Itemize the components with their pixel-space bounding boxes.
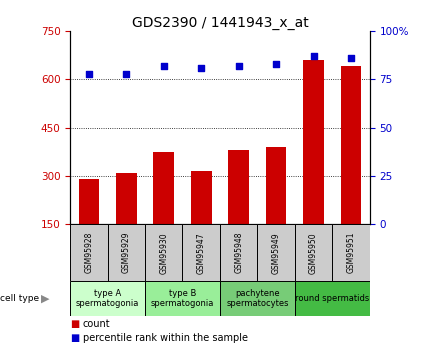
- Text: cell type: cell type: [0, 294, 40, 303]
- Text: count: count: [83, 319, 110, 329]
- Point: [198, 65, 204, 70]
- Title: GDS2390 / 1441943_x_at: GDS2390 / 1441943_x_at: [132, 16, 308, 30]
- Bar: [332, 224, 370, 281]
- Bar: [228, 150, 249, 224]
- Bar: [303, 60, 324, 224]
- Bar: [182, 224, 220, 281]
- Bar: [220, 281, 295, 316]
- Text: GSM95950: GSM95950: [309, 232, 318, 274]
- Bar: [145, 281, 220, 316]
- Text: type A
spermatogonia: type A spermatogonia: [76, 289, 139, 308]
- Bar: [79, 179, 99, 224]
- Point: [123, 71, 130, 76]
- Point: [273, 61, 280, 67]
- Bar: [341, 67, 361, 224]
- Text: GSM95948: GSM95948: [234, 232, 243, 274]
- Text: ▶: ▶: [41, 294, 50, 303]
- Bar: [153, 152, 174, 224]
- Text: percentile rank within the sample: percentile rank within the sample: [83, 333, 248, 343]
- Bar: [295, 224, 332, 281]
- Bar: [191, 171, 212, 224]
- Bar: [70, 281, 145, 316]
- Text: GSM95929: GSM95929: [122, 232, 131, 274]
- Point: [160, 63, 167, 69]
- Text: GSM95949: GSM95949: [272, 232, 280, 274]
- Bar: [116, 173, 136, 224]
- Point: [235, 63, 242, 69]
- Point: [85, 71, 92, 76]
- Bar: [145, 224, 182, 281]
- Text: type B
spermatogonia: type B spermatogonia: [151, 289, 214, 308]
- Bar: [70, 224, 108, 281]
- Bar: [220, 224, 258, 281]
- Text: GSM95928: GSM95928: [84, 232, 94, 273]
- Bar: [258, 224, 295, 281]
- Text: pachytene
spermatocytes: pachytene spermatocytes: [226, 289, 289, 308]
- Text: GSM95930: GSM95930: [159, 232, 168, 274]
- Point: [310, 53, 317, 59]
- Text: round spermatids: round spermatids: [295, 294, 369, 303]
- Text: GSM95947: GSM95947: [197, 232, 206, 274]
- Bar: [108, 224, 145, 281]
- Text: ■: ■: [70, 333, 79, 343]
- Bar: [266, 147, 286, 224]
- Text: GSM95951: GSM95951: [346, 232, 356, 274]
- Bar: [295, 281, 370, 316]
- Point: [348, 55, 354, 61]
- Text: ■: ■: [70, 319, 79, 329]
